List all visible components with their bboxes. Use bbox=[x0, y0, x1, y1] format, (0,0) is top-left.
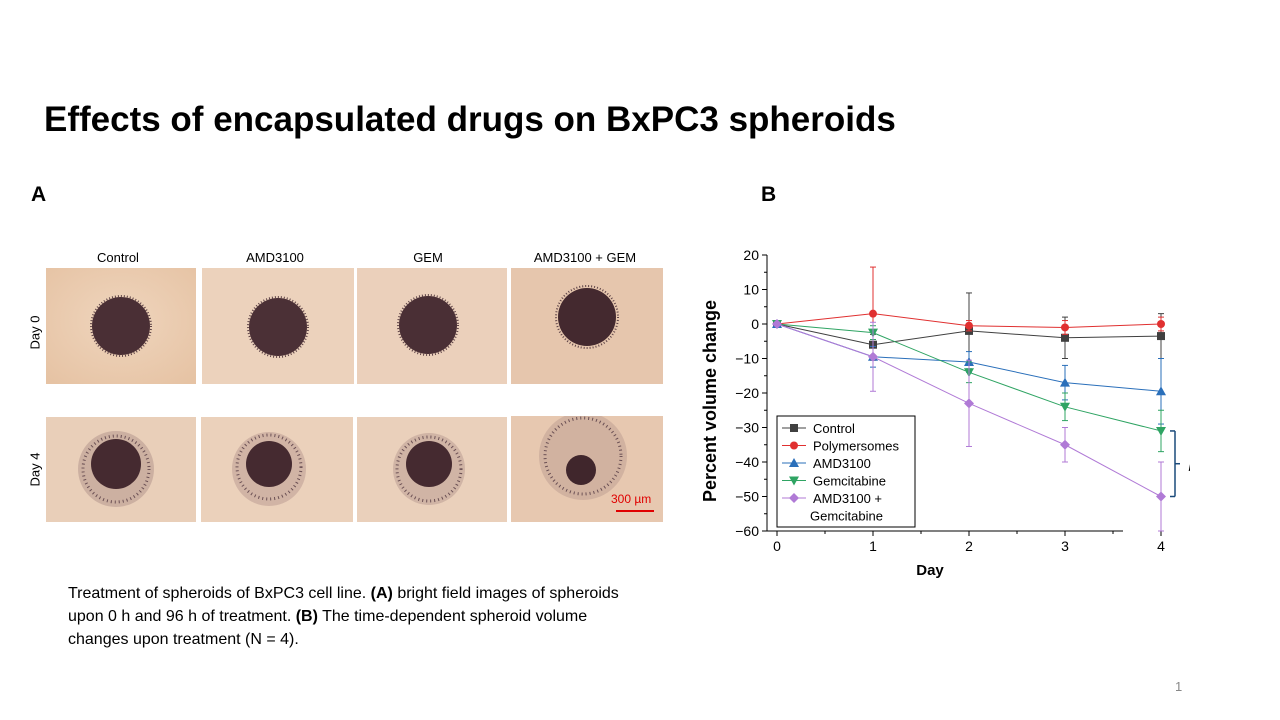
y-tick-label: −10 bbox=[735, 351, 759, 367]
x-tick-label: 0 bbox=[773, 538, 781, 554]
caption-text-1: Treatment of spheroids of BxPC3 cell lin… bbox=[68, 585, 371, 602]
spheroid-image-gem-day0 bbox=[357, 268, 507, 384]
row-label-day4: Day 4 bbox=[27, 452, 43, 487]
x-axis-label: Day bbox=[916, 562, 944, 579]
legend-marker bbox=[790, 424, 798, 432]
figure-caption: Treatment of spheroids of BxPC3 cell lin… bbox=[68, 582, 648, 651]
column-label-gem: GEM bbox=[413, 250, 443, 265]
y-tick-label: −40 bbox=[735, 454, 759, 470]
y-tick-label: −60 bbox=[735, 523, 759, 539]
column-label-control: Control bbox=[97, 250, 139, 265]
legend-marker bbox=[789, 476, 799, 486]
spheroid-image-combo-day4 bbox=[511, 416, 663, 522]
data-point bbox=[1060, 439, 1070, 450]
caption-text-3: The time-dependent spheroid volume chang… bbox=[68, 608, 588, 648]
data-point bbox=[1061, 333, 1069, 342]
row-label-day0: Day 0 bbox=[27, 315, 43, 350]
volume-change-chart: 20 10 0 −10 −20 −30 −40 −50 −60 0 1 2 3 4 Day Percent v… bbox=[700, 247, 1190, 579]
slide-title: Effects of encapsulated drugs on BxPC3 s… bbox=[44, 100, 896, 139]
legend-label: Polymersomes bbox=[813, 439, 899, 454]
caption-bold-b: (B) bbox=[295, 608, 318, 625]
x-tick-label: 4 bbox=[1157, 538, 1165, 554]
data-point bbox=[772, 319, 782, 329]
x-tick-label: 2 bbox=[965, 538, 973, 554]
legend-marker bbox=[789, 493, 799, 503]
data-point bbox=[1156, 426, 1166, 436]
data-point bbox=[1157, 320, 1165, 328]
column-label-amd3100: AMD3100 bbox=[246, 250, 304, 265]
legend-label: Gemcitabine bbox=[813, 474, 886, 489]
data-point bbox=[1060, 402, 1070, 412]
x-tick-label: 3 bbox=[1061, 538, 1069, 554]
data-point bbox=[868, 351, 878, 362]
spheroid-image-amd3100-day4 bbox=[201, 417, 353, 522]
scale-bar bbox=[616, 510, 654, 512]
spheroid-image-amd3100-day0 bbox=[202, 268, 354, 384]
y-tick-label: 0 bbox=[751, 316, 759, 332]
legend-marker bbox=[789, 458, 799, 467]
legend-label: AMD3100 + bbox=[813, 491, 882, 506]
data-point bbox=[1157, 332, 1165, 341]
scale-bar-label: 300 µm bbox=[611, 492, 652, 506]
spheroid-image-combo-day0 bbox=[511, 268, 663, 384]
legend-label: Control bbox=[813, 421, 855, 436]
data-point bbox=[869, 309, 877, 318]
y-tick-label: 20 bbox=[743, 247, 759, 263]
column-label-combo: AMD3100 + GEM bbox=[533, 250, 637, 265]
legend-box bbox=[776, 415, 916, 528]
y-tick-label: −50 bbox=[735, 489, 759, 505]
data-point bbox=[965, 321, 973, 330]
y-tick-label: 10 bbox=[743, 282, 759, 298]
legend-label: AMD3100 bbox=[813, 456, 871, 471]
spheroid-image-control-day4 bbox=[46, 417, 196, 522]
y-tick-label: −30 bbox=[735, 420, 759, 436]
x-tick-label: 1 bbox=[869, 538, 877, 554]
legend-label: Gemcitabine bbox=[810, 509, 883, 524]
data-point bbox=[964, 398, 974, 409]
y-axis-label: Percent volume change bbox=[700, 300, 720, 502]
data-point bbox=[1156, 491, 1166, 502]
caption-bold-a: (A) bbox=[370, 585, 393, 602]
page-number: 1 bbox=[1175, 679, 1183, 694]
spheroid-image-gem-day4 bbox=[357, 417, 507, 522]
p-value-annotation: p = 0.0136 bbox=[1188, 457, 1190, 472]
spheroid-image-control-day0 bbox=[46, 268, 196, 384]
caption-text-2: bright field images of spheroids upon 0 … bbox=[68, 585, 619, 625]
data-point bbox=[1061, 323, 1069, 332]
data-point bbox=[1060, 377, 1070, 387]
panel-b-label: B bbox=[761, 183, 777, 206]
legend-marker bbox=[790, 441, 798, 450]
panel-a-label: A bbox=[31, 183, 47, 206]
y-tick-label: −20 bbox=[735, 385, 759, 401]
data-point bbox=[1156, 386, 1166, 396]
